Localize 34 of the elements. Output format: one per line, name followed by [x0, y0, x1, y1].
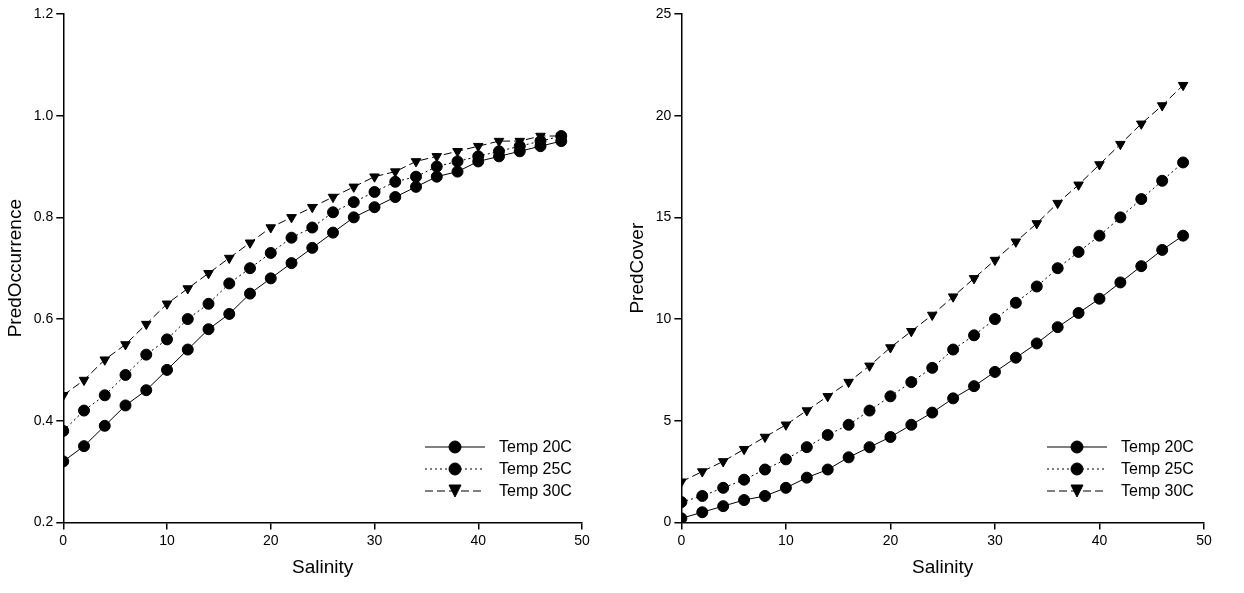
y-tick-label: 0.4	[33, 411, 54, 428]
x-tick-label: 50	[1196, 531, 1212, 548]
x-tick-label: 20	[262, 531, 279, 548]
x-axis-title: Salinity	[292, 555, 354, 577]
x-tick-label: 20	[882, 531, 899, 548]
y-tick-label: 0.2	[33, 513, 54, 530]
y-axis-title: PredOccurrence	[3, 199, 25, 338]
y-tick-label: 5	[663, 411, 672, 428]
legend-label: Temp 30C	[1121, 482, 1194, 501]
y-tick-label: 1.0	[33, 106, 54, 123]
x-tick-label: 10	[778, 531, 794, 548]
x-tick-label: 0	[677, 531, 686, 548]
x-axis-title: Salinity	[912, 555, 974, 577]
x-tick-label: 30	[987, 531, 1003, 548]
x-tick-label: 10	[159, 531, 176, 548]
y-tick-label: 0	[663, 513, 672, 530]
x-tick-label: 50	[574, 531, 590, 548]
y-axis-title: PredCover	[625, 222, 647, 314]
x-tick-label: 0	[59, 531, 68, 548]
legend-label: Temp 20C	[499, 438, 572, 457]
y-tick-label: 10	[655, 309, 672, 326]
legend-label: Temp 25C	[1121, 460, 1194, 479]
y-tick-label: 15	[655, 208, 672, 225]
x-tick-label: 30	[366, 531, 383, 548]
legend-label: Temp 30C	[499, 482, 572, 501]
y-tick-label: 1.2	[33, 4, 54, 21]
x-tick-label: 40	[1091, 531, 1108, 548]
x-tick-label: 40	[470, 531, 487, 548]
y-tick-label: 0.8	[33, 208, 54, 225]
y-tick-label: 0.6	[33, 309, 54, 326]
y-tick-label: 25	[655, 4, 672, 21]
legend-label: Temp 20C	[1121, 438, 1194, 457]
legend-label: Temp 25C	[499, 460, 572, 479]
y-tick-label: 20	[655, 106, 672, 123]
